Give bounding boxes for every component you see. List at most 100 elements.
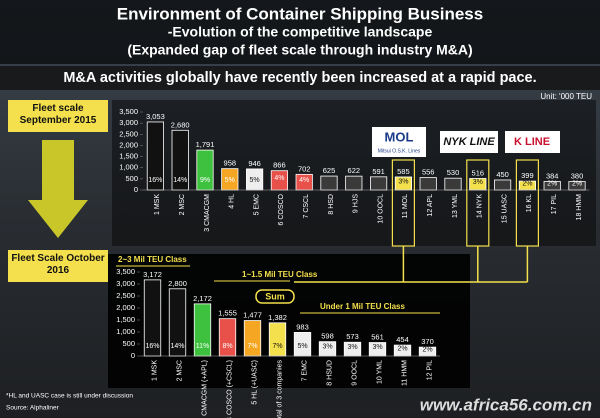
period-text: Fleet scale September 2015 <box>19 103 97 126</box>
highlight <box>391 159 415 247</box>
x-tick-label: 7 EMC <box>301 360 308 381</box>
y-tick-label: 1,000 <box>119 163 138 172</box>
value-label: 2,680 <box>171 120 190 129</box>
value-label: 625 <box>323 166 336 175</box>
value-label: 454 <box>396 335 409 344</box>
subtitle: (Expanded gap of fleet scale through ind… <box>127 42 472 58</box>
logo: NYK LINE <box>443 136 495 148</box>
y-tick-label: 1,000 <box>116 327 135 336</box>
subtitle: -Evolution of the competitive landscape <box>168 24 433 40</box>
logo: K LINE <box>514 136 550 148</box>
source: Source: Alphaliner <box>6 405 60 412</box>
x-tick-label: 12 APL <box>427 194 434 217</box>
x-tick-label: 10 YML <box>376 360 383 384</box>
x-tick-label: 2 MSC <box>176 360 183 381</box>
x-tick-label: 9 HJS <box>353 194 360 213</box>
share-label: 4% <box>274 175 284 182</box>
x-tick-label: 1 MSK <box>154 194 161 215</box>
value-label: 530 <box>447 168 460 177</box>
share-label: 7% <box>272 343 282 350</box>
value-label: 958 <box>224 159 237 168</box>
bar <box>494 179 512 191</box>
bar <box>218 318 237 357</box>
share-label: 14% <box>170 343 184 350</box>
value-label: 3,053 <box>146 112 165 121</box>
value-label: 1,555 <box>218 309 237 318</box>
bar <box>196 149 214 191</box>
x-tick-label: 5 EMC <box>253 194 260 215</box>
class-label: 1~1.5 Mil TEU Class <box>242 270 318 279</box>
bar <box>370 176 388 191</box>
share-label: 2% <box>397 345 407 352</box>
sum-label: Sum <box>265 291 285 301</box>
period-label: Fleet scale September 2015 <box>19 103 97 126</box>
share-label: 11% <box>196 343 210 350</box>
logo-sub: Mitsui O.S.K. Lines <box>378 148 421 154</box>
x-tick-label: 10 OOCL <box>377 194 384 224</box>
y-tick-label: 0 <box>134 185 138 194</box>
y-tick-label: 1,500 <box>116 315 135 324</box>
highlight <box>515 159 540 247</box>
share-label: 3% <box>347 344 357 351</box>
value-label: 450 <box>496 170 509 179</box>
period-box <box>8 250 108 282</box>
logo-box <box>505 131 560 153</box>
value-label: 983 <box>296 322 309 331</box>
x-tick-label: 16 KL <box>526 194 533 212</box>
value-label: 1,791 <box>196 140 215 149</box>
x-tick-label: 17 PIL <box>551 194 558 214</box>
value-label: 399 <box>521 171 534 180</box>
share-label: 9% <box>200 177 210 184</box>
logo-box <box>372 127 426 157</box>
watermark: www.africa56.com.cn <box>420 395 592 414</box>
panel <box>108 254 470 388</box>
x-tick-label: 15 UASC <box>501 194 508 223</box>
y-tick-label: 500 <box>125 174 138 183</box>
title: Environment of Container Shipping Busine… <box>117 4 483 23</box>
x-tick-label: 13 YML <box>452 194 459 218</box>
value-label: 622 <box>348 166 361 175</box>
value-label: 3,172 <box>143 270 162 279</box>
value-label: 556 <box>422 168 435 177</box>
x-tick-label: 11 MOL <box>402 194 409 218</box>
period-text: Fleet Scale October 2016 <box>11 253 105 276</box>
share-label: 2% <box>572 181 582 188</box>
value-label: 370 <box>421 337 434 346</box>
x-tick-label: 3 CMACGM (+APL) <box>201 360 208 418</box>
y-tick-label: 3,500 <box>116 267 135 276</box>
share-label: 7% <box>247 343 257 350</box>
value-label: 516 <box>472 168 485 177</box>
value-label: 598 <box>321 332 334 341</box>
x-tick-label: 4 HL <box>229 194 236 209</box>
bar <box>444 177 462 191</box>
share-label: 16% <box>148 177 162 184</box>
x-tick-label: Total of 3 companies <box>276 360 283 418</box>
x-tick-label: 11 HMM <box>401 360 408 386</box>
y-tick-label: 3,000 <box>119 118 138 127</box>
value-label: 1,477 <box>243 311 262 320</box>
share-label: 5% <box>225 177 235 184</box>
y-tick-label: 500 <box>122 339 135 348</box>
share-label: 16% <box>145 343 159 350</box>
value-label: 2,800 <box>168 279 187 288</box>
value-label: 585 <box>397 167 410 176</box>
unit: Unit: '000 TEU <box>540 92 592 101</box>
value-label: 1,382 <box>268 313 287 322</box>
share-label: 2% <box>422 346 432 353</box>
x-tick-label: 7 CSCL <box>303 194 310 219</box>
period-label: Fleet Scale October 2016 <box>11 253 105 276</box>
share-label: 8% <box>222 343 232 350</box>
y-tick-label: 2,500 <box>116 291 135 300</box>
highlight <box>466 159 490 247</box>
bar <box>243 320 262 357</box>
x-tick-label: 8 HSUD <box>326 360 333 386</box>
x-tick-label: 5 HL (+UASC) <box>251 360 258 405</box>
share-label: 3% <box>398 178 408 185</box>
bar <box>419 177 437 191</box>
logo: MOL <box>385 129 414 144</box>
x-tick-label: 3 CMACGM <box>204 194 211 232</box>
share-label: 2% <box>522 180 532 187</box>
period-box <box>8 100 108 132</box>
y-tick-label: 2,500 <box>119 129 138 138</box>
y-tick-label: 2,000 <box>119 140 138 149</box>
